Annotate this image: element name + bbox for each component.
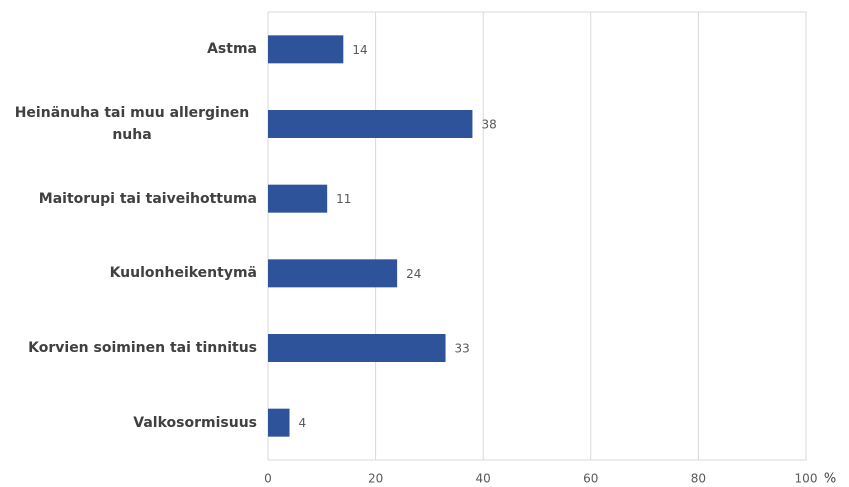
value-label: 14	[352, 43, 367, 57]
bar	[268, 35, 344, 64]
value-label: 4	[299, 416, 307, 430]
bar	[268, 334, 446, 362]
category-label: Heinänuha tai muu allerginen nuha	[14, 105, 250, 143]
category-label-box: Heinänuha tai muu allerginen nuha	[7, 94, 257, 154]
bar	[268, 408, 290, 437]
category-label: Kuulonheikentymä	[109, 265, 257, 282]
category-label: Korvien soiminen tai tinnitus	[28, 340, 257, 356]
category-label: Valkosormisuus	[133, 414, 257, 431]
x-tick-label: 100	[795, 472, 818, 486]
bar	[268, 184, 328, 213]
plot-frame	[267, 11, 807, 461]
value-label: 11	[336, 192, 351, 206]
x-tick-label: 0	[264, 472, 272, 486]
x-axis-unit: %	[824, 472, 836, 487]
x-tick-label: 20	[368, 472, 383, 486]
category-label-box: Kuulonheikentymä	[7, 243, 257, 303]
bar	[268, 110, 473, 138]
category-label: Maitorupi tai taiveihottuma	[38, 190, 257, 207]
value-label: 24	[406, 267, 421, 281]
category-label-box: Korvien soiminen tai tinnitus	[7, 318, 257, 378]
x-tick-label: 40	[476, 472, 491, 486]
category-label: Astma	[207, 41, 257, 58]
bar	[268, 259, 398, 288]
category-label-box: Astma	[7, 19, 257, 79]
category-label-box: Valkosormisuus	[7, 393, 257, 453]
x-tick-label: 60	[583, 472, 598, 486]
value-label: 33	[455, 342, 470, 356]
category-label-box: Maitorupi tai taiveihottuma	[7, 169, 257, 229]
x-tick-label: 80	[691, 472, 706, 486]
value-label: 38	[481, 118, 496, 132]
